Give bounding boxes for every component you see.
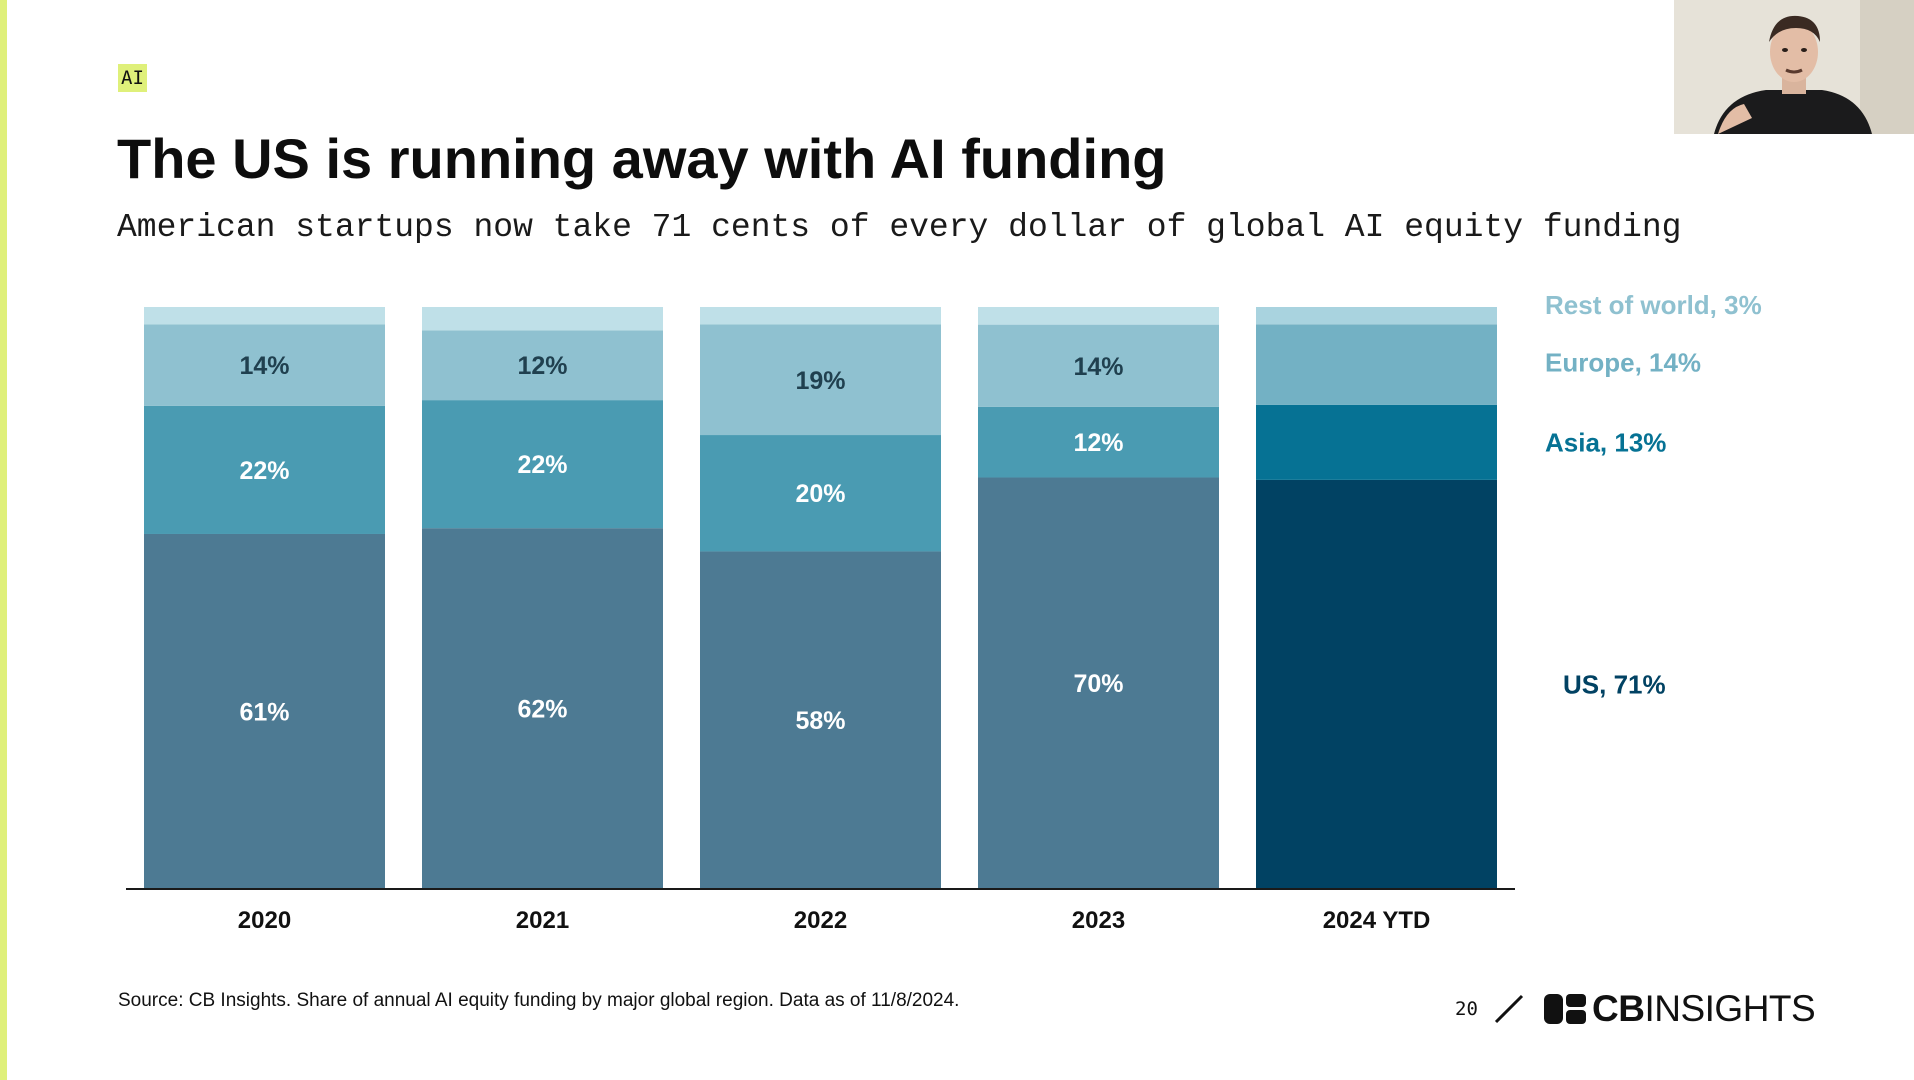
bar-asia-2024-ytd xyxy=(1256,404,1497,480)
bar-us-2020 xyxy=(144,533,385,889)
accent-rule xyxy=(0,0,7,1080)
data-label: 14% xyxy=(1073,353,1123,381)
bar-rest-of-world-2023 xyxy=(978,307,1219,325)
data-label: 62% xyxy=(517,696,567,724)
bar-asia-2022 xyxy=(700,435,941,552)
data-label: 20% xyxy=(795,480,845,508)
cb-logo-mark-icon xyxy=(1544,994,1586,1024)
x-tick-label: 2020 xyxy=(238,907,291,934)
source-note: Source: CB Insights. Share of annual AI … xyxy=(118,990,960,1011)
data-label: 70% xyxy=(1073,670,1123,698)
x-tick-label: 2023 xyxy=(1072,907,1125,934)
bar-us-2023 xyxy=(978,477,1219,889)
legend-label-rest-of-world: Rest of world, 3% xyxy=(1545,290,1762,320)
bar-rest-of-world-2020 xyxy=(144,307,385,325)
presenter-icon xyxy=(1674,0,1914,134)
slide-title: The US is running away with AI funding xyxy=(117,127,1167,190)
data-label: 12% xyxy=(517,352,567,380)
slide-subtitle: American startups now take 71 cents of e… xyxy=(117,209,1682,246)
slash-divider xyxy=(1494,994,1524,1024)
bar-us-2024-ytd xyxy=(1256,479,1497,889)
x-tick-label: 2021 xyxy=(516,907,569,934)
data-label: 22% xyxy=(239,457,289,485)
bar-us-2021 xyxy=(422,528,663,889)
bar-asia-2023 xyxy=(978,406,1219,478)
data-label: 22% xyxy=(517,451,567,479)
bar-europe-2020 xyxy=(144,324,385,406)
presenter-video xyxy=(1674,0,1914,134)
bar-europe-2021 xyxy=(422,330,663,401)
data-label: 58% xyxy=(795,707,845,735)
bar-us-2022 xyxy=(700,551,941,889)
bar-europe-2022 xyxy=(700,324,941,436)
cb-insights-logo: CBINSIGHTS xyxy=(1544,988,1816,1029)
bar-europe-2024-ytd xyxy=(1256,324,1497,405)
data-label: 19% xyxy=(795,367,845,395)
x-tick-label: 2024 YTD xyxy=(1323,907,1431,934)
bar-rest-of-world-2021 xyxy=(422,307,663,331)
logo-wordmark: CBINSIGHTS xyxy=(1592,988,1816,1029)
legend-label-asia: Asia, 13% xyxy=(1545,427,1666,457)
page-number: 20 xyxy=(1455,998,1478,1020)
bar-rest-of-world-2024-ytd xyxy=(1256,307,1497,325)
section-tag: AI xyxy=(118,64,147,92)
x-tick-label: 2022 xyxy=(794,907,847,934)
bar-europe-2023 xyxy=(978,324,1219,407)
legend-label-us: US, 71% xyxy=(1563,669,1666,699)
data-label: 61% xyxy=(239,698,289,726)
data-label: 12% xyxy=(1073,429,1123,457)
bar-asia-2021 xyxy=(422,400,663,529)
bar-asia-2020 xyxy=(144,405,385,534)
bar-rest-of-world-2022 xyxy=(700,307,941,325)
data-label: 14% xyxy=(239,352,289,380)
legend-label-europe: Europe, 14% xyxy=(1545,347,1701,377)
